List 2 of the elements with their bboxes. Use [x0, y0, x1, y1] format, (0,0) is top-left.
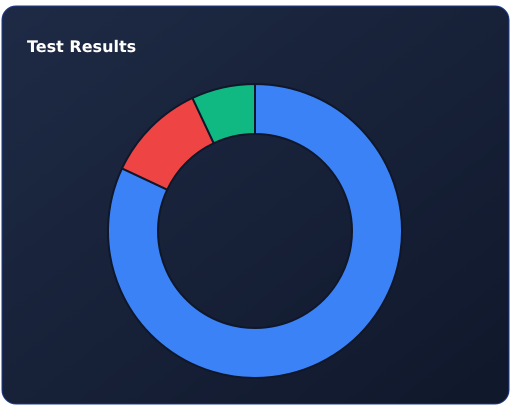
- donut-slice: [107, 83, 403, 379]
- chart-title: Test Results: [27, 37, 136, 56]
